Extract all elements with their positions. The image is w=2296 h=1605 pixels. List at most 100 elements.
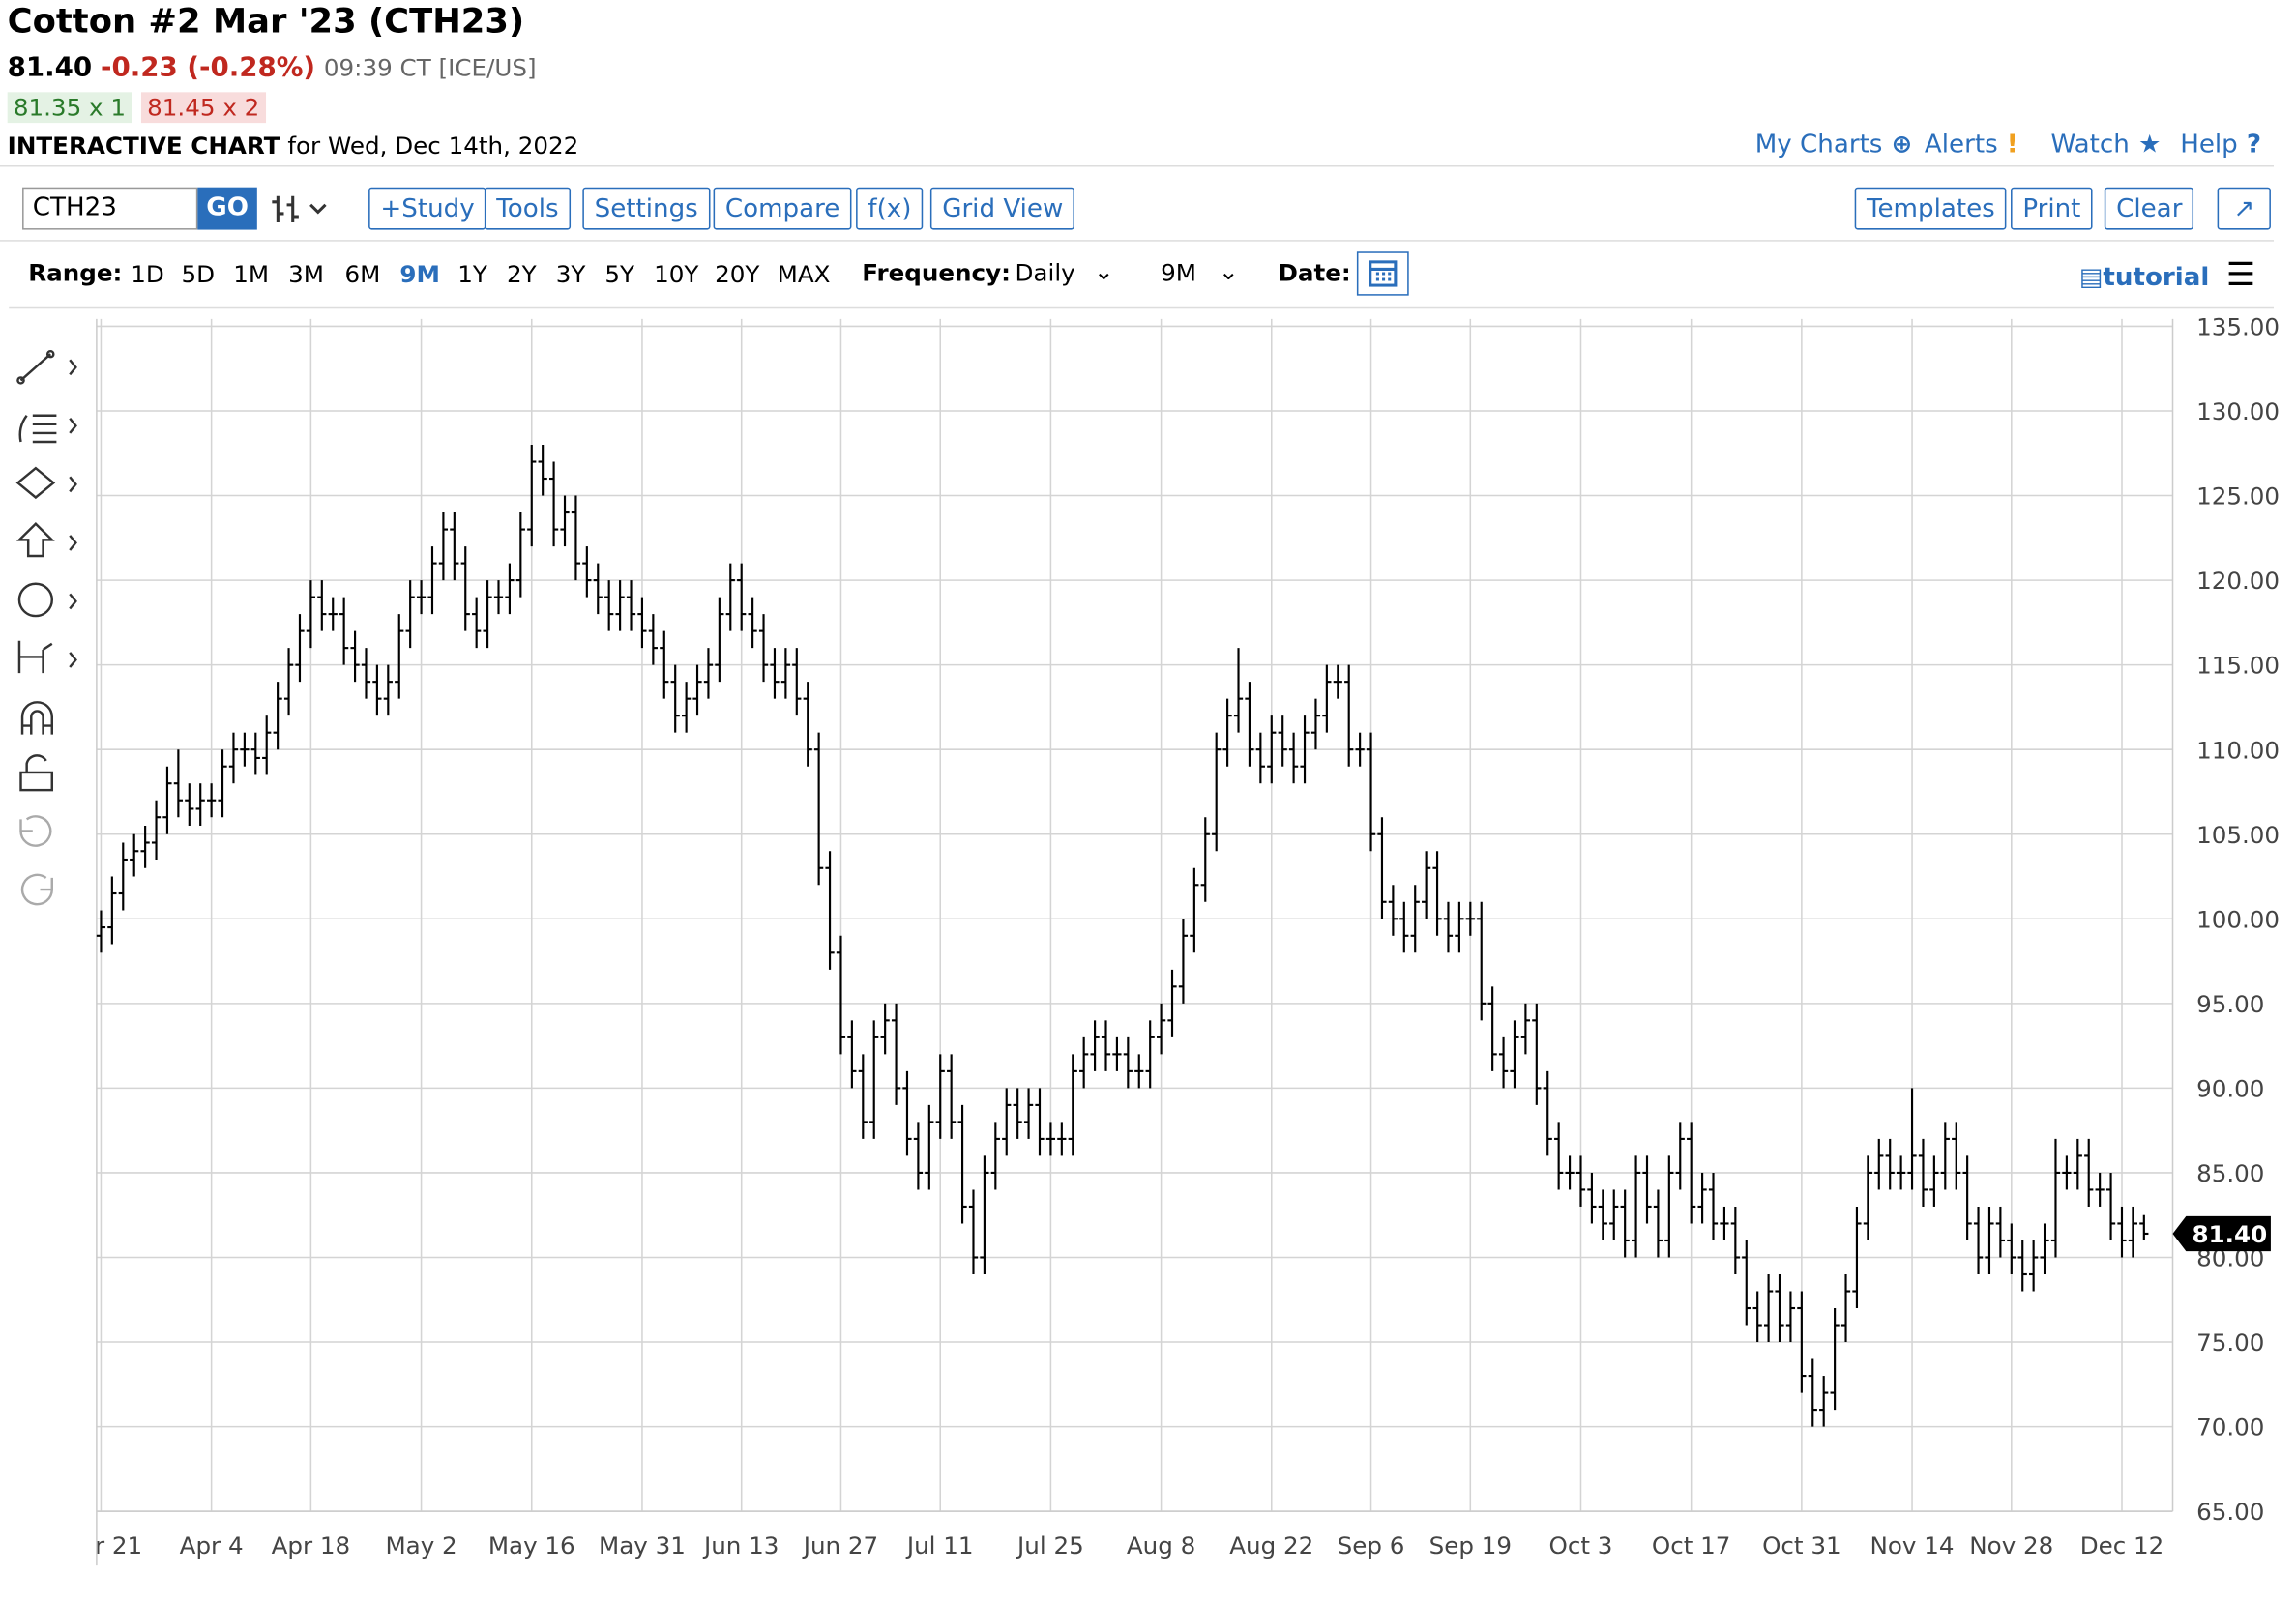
frequency-select[interactable]: Daily (1015, 258, 1075, 287)
toolbar-button[interactable]: Print (2011, 187, 2093, 230)
toolbar-button[interactable]: Templates (1854, 187, 2008, 230)
divider (9, 306, 2274, 309)
range-option[interactable]: 6M (344, 260, 381, 289)
x-tick-label: May 16 (488, 1532, 575, 1560)
last-price-label: 81.40 (2192, 1220, 2267, 1248)
dropdown-caret: ⌄ (1093, 257, 1114, 286)
toolbar-button[interactable]: Settings (582, 187, 711, 230)
y-tick-label: 125.00 (2196, 482, 2280, 511)
range-option[interactable]: 2Y (506, 260, 537, 289)
y-tick-label: 135.00 (2196, 313, 2280, 341)
tool-arrow[interactable] (16, 522, 77, 558)
nav-icon: ? (2237, 130, 2262, 160)
y-tick-label: 130.00 (2196, 397, 2280, 425)
title: Cotton #2 Mar '23 (CTH23) (7, 3, 525, 42)
x-tick-label: Jul 25 (1016, 1532, 1084, 1560)
y-tick-label: 85.00 (2196, 1159, 2264, 1187)
range-option[interactable]: 20Y (715, 260, 760, 289)
nav-link[interactable]: Watch ★ (2050, 130, 2162, 160)
period-select[interactable]: 9M (1161, 258, 1196, 287)
y-tick-label: 110.00 (2196, 736, 2280, 764)
tool-magnet[interactable] (20, 701, 54, 735)
nav-link[interactable]: Alerts ! (1924, 130, 2018, 160)
x-tick-label: Mar 21 (60, 1532, 142, 1560)
nav-icon: ⊕ (1882, 130, 1913, 160)
x-tick-label: Dec 12 (2080, 1532, 2164, 1560)
y-tick-label: 65.00 (2196, 1498, 2264, 1526)
tool-lock[interactable] (19, 754, 54, 792)
range-label: Range: (28, 258, 123, 287)
y-tick-label: 70.00 (2196, 1414, 2264, 1442)
nav-icon: ! (1997, 130, 2018, 160)
tool-shape[interactable] (15, 466, 77, 500)
date-picker[interactable] (1356, 251, 1409, 296)
toolbar-button[interactable]: Grid View (929, 187, 1075, 230)
tutorial-link[interactable]: ▤tutorial (2078, 263, 2210, 293)
price: 81.40 (7, 52, 93, 84)
range-option[interactable]: 5D (181, 260, 216, 289)
x-tick-label: Nov 28 (1969, 1532, 2053, 1560)
chart-caption: INTERACTIVE CHART for Wed, Dec 14th, 202… (8, 131, 579, 160)
x-tick-label: Oct 31 (1762, 1532, 1841, 1560)
time: 09:39 CT [ICE/US] (323, 53, 537, 82)
x-tick-label: Oct 3 (1549, 1532, 1613, 1560)
frequency-label: Frequency: (862, 258, 1011, 287)
dropdown-caret: ⌄ (1219, 257, 1239, 286)
range-option[interactable]: 3M (288, 260, 324, 289)
range-option[interactable]: 1M (233, 260, 270, 289)
undo[interactable] (19, 815, 52, 847)
range-option[interactable]: 1Y (457, 260, 487, 289)
drawing-tools (15, 349, 77, 906)
tool-line[interactable] (16, 349, 77, 385)
tutorial-text: tutorial (2103, 263, 2210, 293)
toolbar-button[interactable]: f(x) (856, 187, 924, 230)
caption-date: for Wed, Dec 14th, 2022 (287, 131, 579, 160)
caption-label: INTERACTIVE CHART (7, 131, 280, 160)
bid: 81.35 x 1 (7, 92, 132, 124)
chart-type-button[interactable] (272, 190, 335, 228)
tool-text[interactable] (17, 582, 77, 618)
toolbar-button[interactable]: +Study (368, 187, 486, 230)
y-tick-label: 75.00 (2196, 1328, 2264, 1357)
x-tick-label: Aug 22 (1229, 1532, 1313, 1560)
y-tick-label: 115.00 (2196, 652, 2280, 680)
divider (0, 164, 2274, 167)
redo[interactable] (20, 873, 54, 906)
symbol-input[interactable]: CTH23 (22, 187, 198, 230)
y-tick-label: 90.00 (2196, 1075, 2264, 1103)
toolbar-button[interactable]: Clear (2104, 187, 2194, 230)
divider (0, 240, 2274, 242)
go-button[interactable]: GO (197, 187, 257, 230)
range-option[interactable]: 9M (399, 260, 440, 289)
quote-line: 81.40 -0.23 (-0.28%) 09:39 CT [ICE/US] (8, 52, 537, 83)
expand-button[interactable]: ↗ (2217, 187, 2271, 230)
ask: 81.45 x 2 (140, 92, 266, 124)
range-option[interactable]: 1D (131, 260, 164, 289)
x-tick-label: May 2 (385, 1532, 456, 1560)
tool-fib[interactable] (18, 414, 77, 444)
x-tick-label: Apr 4 (180, 1532, 244, 1560)
x-tick-label: May 31 (599, 1532, 686, 1560)
x-tick-label: Nov 14 (1870, 1532, 1955, 1560)
toolbar-button[interactable]: Compare (713, 187, 852, 230)
date-label: Date: (1278, 258, 1351, 287)
x-tick-label: Jun 27 (802, 1532, 878, 1560)
x-tick-label: Apr 18 (272, 1532, 351, 1560)
x-tick-label: Sep 19 (1429, 1532, 1512, 1560)
toolbar-button[interactable]: Tools (484, 187, 571, 230)
nav-link[interactable]: My Charts ⊕ (1754, 130, 1913, 160)
x-tick-label: Oct 17 (1652, 1532, 1731, 1560)
x-tick-label: Jun 13 (702, 1532, 779, 1560)
tool-measure[interactable] (17, 640, 77, 674)
range-option[interactable]: 10Y (654, 260, 699, 289)
x-tick-label: Jul 11 (905, 1532, 974, 1560)
nav-link[interactable]: Help ? (2180, 130, 2262, 160)
range-option[interactable]: 5Y (604, 260, 635, 289)
range-option[interactable]: MAX (777, 260, 831, 289)
range-option[interactable]: 3Y (555, 260, 586, 289)
menu-button[interactable]: ☰ (2225, 257, 2256, 295)
x-tick-label: Aug 8 (1127, 1532, 1195, 1560)
